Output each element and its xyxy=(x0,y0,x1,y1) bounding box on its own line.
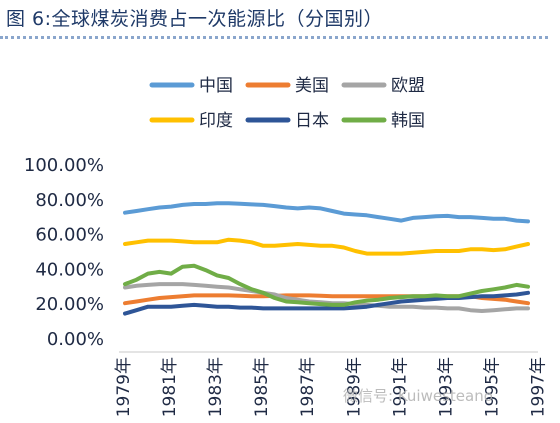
legend-label: 日本 xyxy=(295,111,329,131)
x-tick-label: 1989年 xyxy=(344,357,364,417)
legend-label: 欧盟 xyxy=(391,76,425,96)
watermark: 微信号: Kuiwesteano xyxy=(343,387,493,405)
series-line xyxy=(123,237,530,256)
x-tick-label: 1991年 xyxy=(390,357,410,417)
x-tick-label: 1997年 xyxy=(529,357,549,417)
legend-label: 中国 xyxy=(199,76,233,96)
x-tick-label: 1983年 xyxy=(206,357,226,417)
x-tick-label: 1979年 xyxy=(114,357,134,417)
x-tick-label: 1995年 xyxy=(482,357,502,417)
y-tick-label: 0.00% xyxy=(47,329,104,350)
series-line xyxy=(123,201,530,224)
y-tick-label: 60.00% xyxy=(35,225,104,246)
legend-label: 印度 xyxy=(199,111,233,131)
title-divider xyxy=(0,36,548,39)
legend-label: 美国 xyxy=(295,76,329,96)
y-tick-label: 40.00% xyxy=(35,259,104,280)
legend-label: 韩国 xyxy=(391,111,425,131)
y-tick-label: 80.00% xyxy=(35,190,104,211)
series-line xyxy=(123,290,530,316)
x-tick-label: 1981年 xyxy=(160,357,180,417)
y-tick-label: 20.00% xyxy=(35,294,104,315)
x-tick-label: 1993年 xyxy=(436,357,456,417)
x-tick-label: 1987年 xyxy=(298,357,318,417)
series-line xyxy=(123,263,530,307)
x-tick-label: 1985年 xyxy=(252,357,272,417)
title-bar: 图 6:全球煤炭消费占一次能源比（分国别） xyxy=(0,0,560,42)
chart-title: 图 6:全球煤炭消费占一次能源比（分国别） xyxy=(6,8,384,30)
y-tick-label: 100.00% xyxy=(24,155,104,176)
